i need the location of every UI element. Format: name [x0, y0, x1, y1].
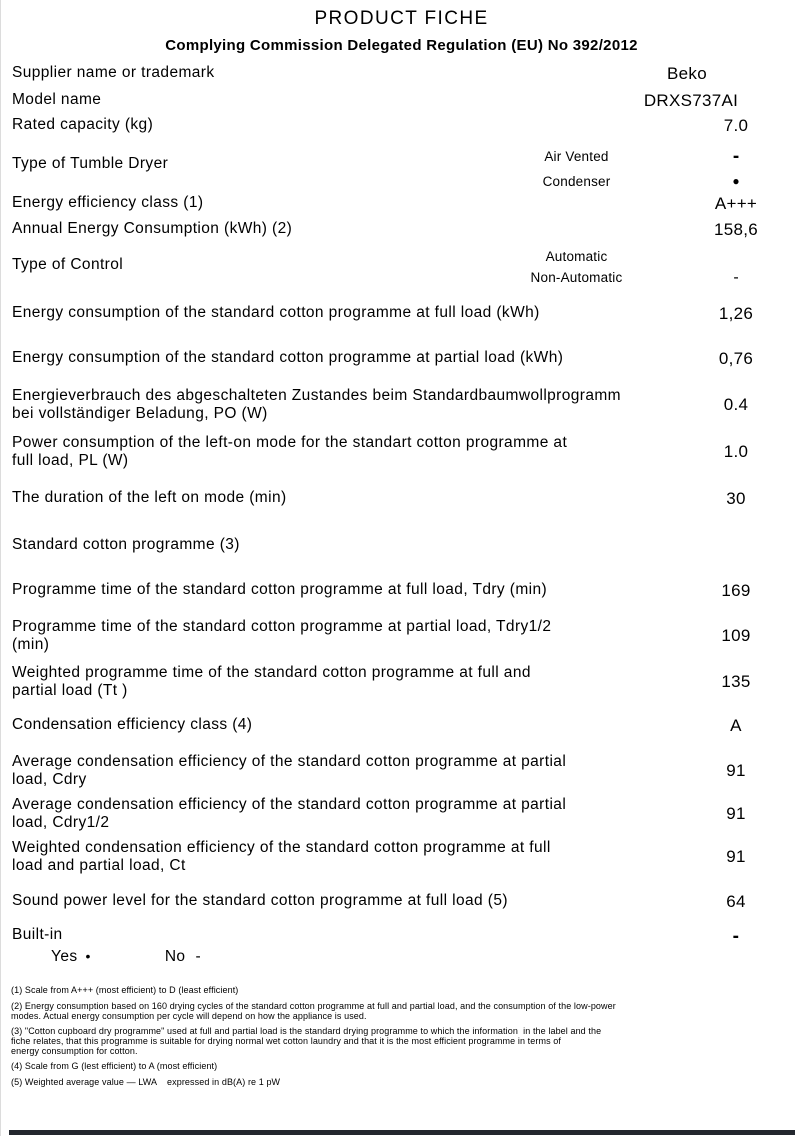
- option-label: Automatic: [545, 249, 608, 264]
- row-label: Energy consumption of the standard cotto…: [12, 304, 540, 321]
- row-value: 0.4: [723, 395, 749, 414]
- footnote: (5) Weighted average value — LWA express…: [11, 1077, 281, 1087]
- row-label: Supplier name or trademark: [12, 64, 215, 81]
- footnote: (4) Scale from G (lest efficient) to A (…: [11, 1061, 218, 1071]
- row-label: Energy efficiency class (1): [12, 194, 204, 211]
- row-value: 91: [726, 804, 746, 823]
- row-label: Average condensation efficiency of the s…: [12, 753, 567, 788]
- row-value: Beko: [667, 64, 707, 83]
- sub-option-column: Air Vented Condenser: [489, 144, 664, 194]
- sub-option-marks: -: [661, 246, 802, 288]
- row-value: 135: [721, 672, 751, 691]
- row-value: A+++: [714, 194, 758, 213]
- row-label: Type of Tumble Dryer: [12, 155, 169, 172]
- row-label: Standard cotton programme (3): [12, 536, 240, 553]
- row-value: 7.0: [723, 116, 749, 135]
- option-mark: -: [733, 269, 739, 286]
- row-label: Rated capacity (kg): [12, 116, 154, 133]
- footnote: (1) Scale from A+++ (most efficient) to …: [11, 985, 239, 995]
- row-value: 158,6: [713, 220, 759, 239]
- row-value: 109: [721, 626, 751, 645]
- row-label: Annual Energy Consumption (kWh) (2): [12, 220, 293, 237]
- row-value: 169: [721, 581, 751, 600]
- row-label: Condensation efficiency class (4): [12, 716, 253, 733]
- option-label: Condenser: [542, 174, 611, 189]
- row-value: 91: [726, 761, 746, 780]
- legend-no-dash-mark: -: [195, 948, 201, 965]
- row-label: Programme time of the standard cotton pr…: [12, 581, 548, 598]
- row-value: DRXS737AI: [643, 91, 739, 110]
- legend-yes-label: Yes: [51, 948, 78, 965]
- bottom-bar: [9, 1130, 795, 1135]
- row-label: Programme time of the standard cotton pr…: [12, 618, 552, 653]
- row-label: Sound power level for the standard cotto…: [12, 892, 508, 909]
- selected-dot-mark: ●: [732, 174, 740, 188]
- row-value: 64: [726, 892, 746, 911]
- row-value: 1,26: [718, 304, 754, 323]
- legend-no-label: No: [164, 948, 186, 965]
- row-label: Power consumption of the left-on mode fo…: [12, 434, 568, 469]
- row-value: 0,76: [718, 349, 754, 368]
- row-value: 1.0: [723, 442, 749, 461]
- row-label: Type of Control: [12, 256, 124, 273]
- row-label: Weighted programme time of the standard …: [12, 664, 531, 699]
- row-label: Average condensation efficiency of the s…: [12, 796, 567, 831]
- row-label: Weighted condensation efficiency of the …: [12, 839, 551, 874]
- sub-option-marks: - ●: [661, 144, 802, 194]
- sub-option-column: Automatic Non-Automatic: [489, 246, 664, 288]
- option-mark: [661, 246, 802, 267]
- footnote: (3) "Cotton cupboard dry programme" used…: [11, 1026, 602, 1056]
- builtin-legend: Yes • No -: [1, 948, 802, 966]
- row-label: Energieverbrauch des abgeschalteten Zust…: [12, 387, 621, 422]
- row-label: Model name: [12, 91, 102, 108]
- page-subtitle: Complying Commission Delegated Regulatio…: [165, 37, 638, 54]
- row-label: The duration of the left on mode (min): [12, 489, 287, 506]
- row-value: A: [730, 716, 742, 735]
- row-value: 30: [726, 489, 746, 508]
- row-label: Energy consumption of the standard cotto…: [12, 349, 564, 366]
- page-title: PRODUCT FICHE: [314, 8, 489, 29]
- row-value: 91: [726, 847, 746, 866]
- option-mark: -: [732, 146, 740, 167]
- legend-yes-dot-mark: •: [85, 948, 91, 964]
- row-label: Built-in: [12, 926, 63, 943]
- row-value: -: [732, 926, 740, 947]
- option-label: Air Vented: [544, 149, 609, 164]
- option-label: Non-Automatic: [530, 270, 623, 285]
- footnote: (2) Energy consumption based on 160 dryi…: [11, 1001, 616, 1021]
